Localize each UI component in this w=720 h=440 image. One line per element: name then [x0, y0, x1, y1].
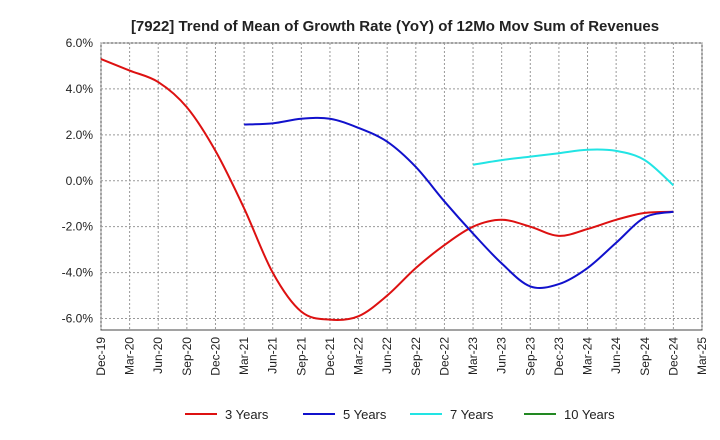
x-tick-label: Mar-24 — [581, 337, 595, 375]
y-tick-label: 6.0% — [66, 36, 94, 50]
x-tick-label: Sep-21 — [294, 337, 308, 376]
series-layer — [100, 58, 675, 322]
x-tick-label: Dec-20 — [208, 337, 222, 376]
y-tick-label: -2.0% — [62, 220, 94, 234]
y-tick-label: 4.0% — [66, 82, 94, 96]
legend-label: 5 Years — [343, 407, 387, 422]
legend-label: 3 Years — [225, 407, 269, 422]
x-tick-label: Dec-24 — [666, 337, 680, 376]
x-tick-label: Sep-24 — [638, 337, 652, 376]
y-tick-label: 2.0% — [66, 128, 94, 142]
x-tick-label: Mar-20 — [123, 337, 137, 375]
x-tick-label: Jun-20 — [151, 337, 165, 374]
y-axis: 6.0% 4.0% 2.0% 0.0% -2.0% -4.0% -6.0% — [62, 36, 94, 326]
y-tick-label: -6.0% — [62, 312, 94, 326]
x-tick-label: Mar-25 — [695, 337, 709, 375]
grid — [100, 42, 703, 330]
x-tick-label: Mar-23 — [466, 337, 480, 375]
x-tick-label: Jun-23 — [495, 337, 509, 374]
x-axis: Dec-19 Mar-20 Jun-20 Sep-20 Dec-20 Mar-21 Jun-… — [94, 337, 709, 376]
y-tick-label: -4.0% — [62, 266, 94, 280]
x-tick-label: Jun-21 — [266, 337, 280, 374]
y-tick-label: 0.0% — [66, 174, 94, 188]
plot-area — [100, 42, 703, 331]
x-tick-label: Jun-22 — [380, 337, 394, 374]
x-tick-label: Mar-22 — [352, 337, 366, 375]
x-tick-label: Sep-22 — [409, 337, 423, 376]
x-tick-label: Dec-22 — [437, 337, 451, 376]
legend-label: 7 Years — [450, 407, 494, 422]
x-tick-label: Sep-23 — [523, 337, 537, 376]
legend: 3 Years 5 Years 7 Years 10 Years — [185, 407, 615, 422]
legend-label: 10 Years — [564, 407, 615, 422]
series-line-7-years — [472, 148, 675, 187]
x-tick-label: Dec-23 — [552, 337, 566, 376]
series-line-3-years — [100, 58, 674, 322]
x-tick-label: Dec-21 — [323, 337, 337, 376]
chart-title: [7922] Trend of Mean of Growth Rate (YoY… — [131, 18, 659, 35]
x-tick-label: Sep-20 — [180, 337, 194, 376]
x-tick-label: Jun-24 — [609, 337, 623, 374]
series-line-5-years — [244, 116, 674, 289]
x-tick-label: Mar-21 — [237, 337, 251, 375]
x-tick-label: Dec-19 — [94, 337, 108, 376]
